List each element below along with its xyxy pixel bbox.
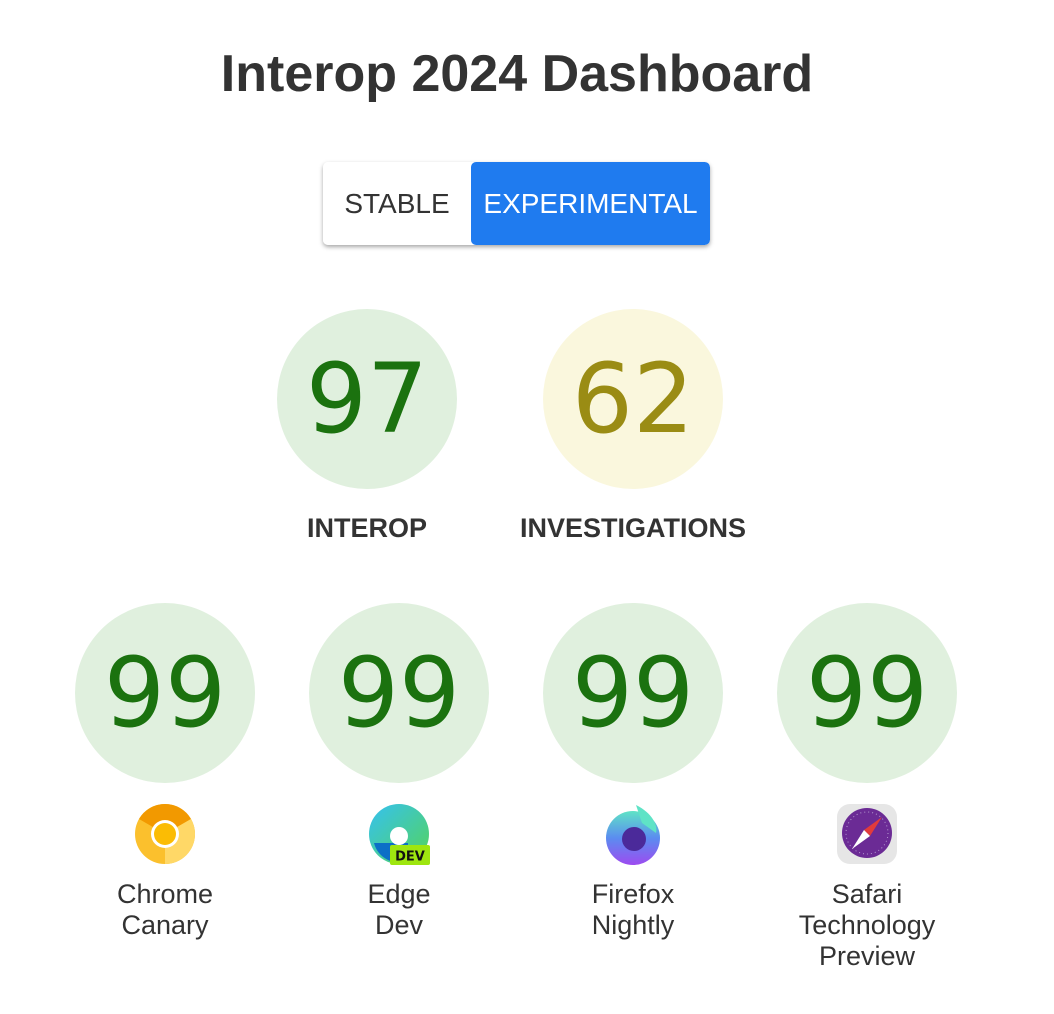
browser-name-line: Edge [367, 879, 431, 909]
chrome-canary-icon [135, 803, 196, 864]
chrome-canary-score: 99 [75, 603, 255, 783]
safari-tp-score: 99 [777, 603, 957, 783]
browser-name-line: Preview [818, 941, 916, 971]
investigations-label: INVESTIGATIONS [519, 513, 747, 543]
channel-toggle: STABLE EXPERIMENTAL [323, 162, 710, 245]
edge-dev-name: Edge Dev [289, 879, 509, 941]
safari-technology-preview-icon [837, 804, 897, 864]
browser-name-line: Firefox [591, 879, 675, 909]
chrome-canary-name: Chrome Canary [55, 879, 275, 941]
experimental-button[interactable]: EXPERIMENTAL [471, 162, 710, 245]
browser-name-line: Dev [374, 910, 423, 940]
firefox-nightly-name: Firefox Nightly [523, 879, 743, 941]
interop-score: 97 [277, 309, 457, 489]
firefox-nightly-score: 99 [543, 603, 723, 783]
investigations-score: 62 [543, 309, 723, 489]
page-title: Interop 2024 Dashboard [220, 45, 814, 103]
firefox-nightly-icon [606, 805, 660, 865]
dev-badge: DEV [395, 850, 425, 865]
edge-dev-icon: DEV [369, 804, 430, 865]
stable-button[interactable]: STABLE [323, 162, 471, 245]
interop-label: INTEROP [306, 513, 427, 543]
browser-name-line: Nightly [591, 910, 675, 940]
browser-name-line: Technology [798, 910, 936, 940]
browser-name-line: Safari [831, 879, 903, 909]
browser-name-line: Canary [121, 910, 209, 940]
safari-tp-name: Safari Technology Preview [757, 879, 977, 972]
browser-name-line: Chrome [116, 879, 214, 909]
edge-dev-score: 99 [309, 603, 489, 783]
